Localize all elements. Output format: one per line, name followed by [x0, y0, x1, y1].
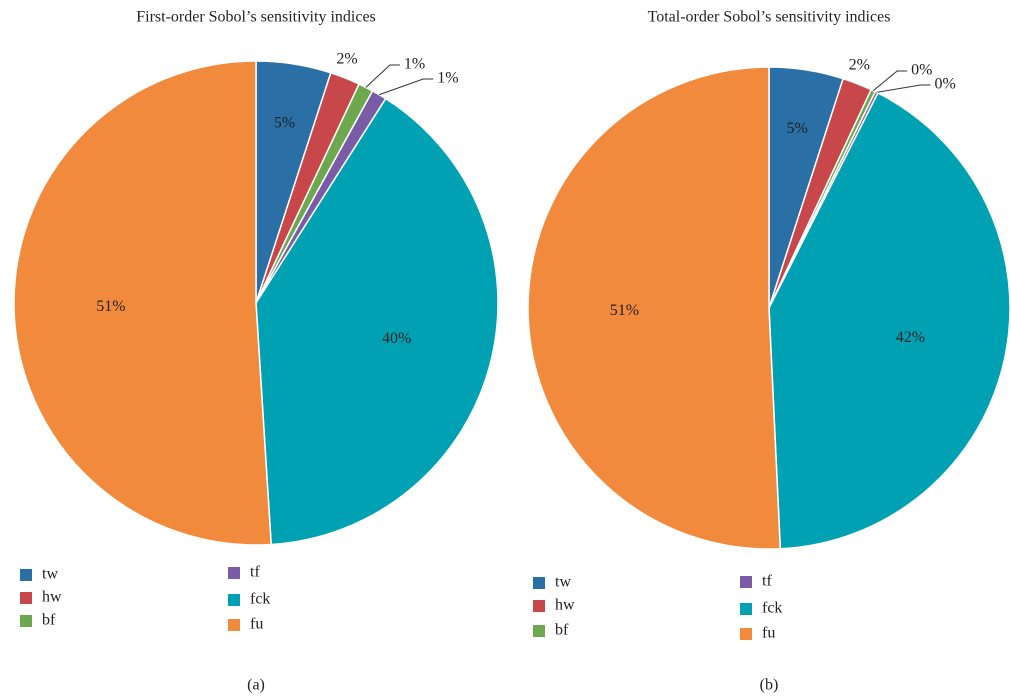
leader-line [379, 78, 434, 96]
legend-label: fck [762, 600, 782, 617]
data-label: 1% [437, 70, 458, 87]
legend-swatch [228, 567, 240, 579]
legend-label: bf [555, 622, 569, 639]
legend-swatch [20, 592, 32, 604]
legend-swatch [20, 569, 32, 581]
pie-slice [255, 97, 499, 546]
legend-swatch [740, 628, 752, 640]
data-label: 2% [849, 56, 870, 73]
legend-swatch [533, 625, 545, 637]
data-label: 5% [274, 114, 295, 131]
legend-swatch [228, 594, 240, 606]
legend-label: tw [555, 574, 571, 591]
data-label: 51% [96, 298, 125, 315]
pie-slice [768, 92, 1011, 550]
legend-label: fck [250, 591, 270, 608]
legend-swatch [533, 577, 545, 589]
legend-label: bf [42, 612, 56, 629]
leader-line [876, 84, 931, 93]
legend-swatch [228, 619, 240, 631]
legend-label: fu [250, 616, 263, 633]
pie-slice [13, 60, 272, 546]
legend-swatch [740, 576, 752, 588]
leader-line [872, 70, 908, 92]
legend-swatch [533, 600, 545, 612]
legend-label: tf [250, 564, 260, 581]
caption: (a) [247, 677, 265, 694]
legend-label: tw [42, 566, 58, 583]
data-label: 2% [336, 51, 357, 68]
legend-label: tf [762, 573, 772, 590]
data-label: 40% [382, 330, 411, 347]
chart-title: Total-order Sobol’s sensitivity indices [648, 9, 891, 26]
pie-slice [527, 66, 782, 550]
leader-line [365, 64, 400, 88]
legend-swatch [20, 615, 32, 627]
data-label: 51% [610, 302, 639, 319]
data-label: 0% [911, 62, 932, 79]
data-label: 1% [404, 56, 425, 73]
chart-title: First-order Sobol’s sensitivity indices [136, 9, 376, 26]
data-label: 0% [935, 76, 956, 93]
data-label: 42% [896, 329, 925, 346]
data-label: 5% [786, 120, 807, 137]
legend-label: fu [762, 625, 775, 642]
legend-swatch [740, 603, 752, 615]
caption: (b) [760, 677, 779, 694]
legend-label: hw [555, 597, 575, 614]
legend-label: hw [42, 589, 62, 606]
